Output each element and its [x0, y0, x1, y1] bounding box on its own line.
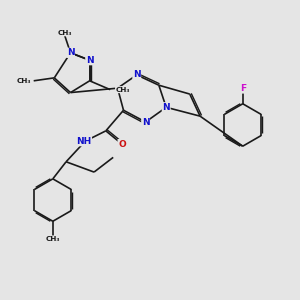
Text: CH₃: CH₃	[57, 30, 72, 36]
Text: N: N	[133, 70, 141, 80]
Text: F: F	[240, 84, 246, 93]
Text: N: N	[86, 56, 94, 65]
Text: CH₃: CH₃	[46, 236, 60, 242]
Text: NH: NH	[76, 137, 92, 146]
Text: CH₃: CH₃	[116, 87, 130, 93]
Text: N: N	[162, 103, 170, 112]
Text: O: O	[118, 140, 126, 148]
Text: CH₃: CH₃	[16, 78, 31, 84]
Text: N: N	[142, 118, 149, 127]
Text: N: N	[67, 48, 74, 57]
